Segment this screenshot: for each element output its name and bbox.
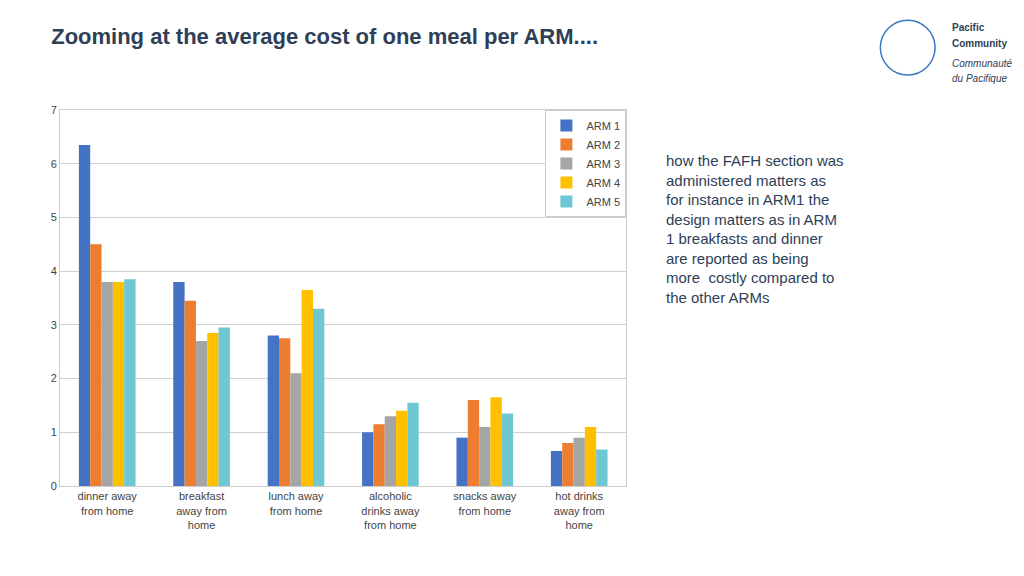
svg-text:Pacific: Pacific (952, 22, 985, 33)
svg-text:how the FAFH section wasadmini: how the FAFH section wasadministered mat… (666, 152, 844, 306)
svg-text:7: 7 (51, 104, 57, 116)
svg-text:ARM 4: ARM 4 (586, 177, 620, 189)
svg-text:lunch awayfrom home: lunch awayfrom home (268, 490, 324, 516)
svg-text:2: 2 (51, 372, 57, 384)
svg-text:Community: Community (952, 38, 1007, 49)
svg-text:5: 5 (51, 211, 57, 223)
svg-text:1: 1 (51, 426, 57, 438)
svg-text:0: 0 (51, 480, 57, 492)
svg-text:dinner awayfrom home: dinner awayfrom home (78, 490, 138, 516)
svg-text:Zooming at the average cost of: Zooming at the average cost of one meal … (51, 24, 598, 49)
svg-text:ARM 3: ARM 3 (586, 158, 620, 170)
svg-text:4: 4 (51, 265, 57, 277)
svg-text:ARM 5: ARM 5 (586, 196, 620, 208)
svg-text:snacks awayfrom home: snacks awayfrom home (453, 490, 516, 516)
svg-text:3: 3 (51, 319, 57, 331)
svg-text:du Pacifique: du Pacifique (952, 73, 1007, 84)
svg-text:ARM 1: ARM 1 (586, 120, 620, 132)
svg-text:alcoholicdrinks awayfrom home: alcoholicdrinks awayfrom home (361, 490, 420, 531)
svg-text:ARM 2: ARM 2 (586, 139, 620, 151)
svg-text:hot drinksaway fromhome: hot drinksaway fromhome (554, 490, 605, 531)
svg-text:Communauté: Communauté (952, 58, 1012, 69)
svg-text:breakfastaway fromhome: breakfastaway fromhome (176, 490, 227, 531)
svg-text:6: 6 (51, 158, 57, 170)
